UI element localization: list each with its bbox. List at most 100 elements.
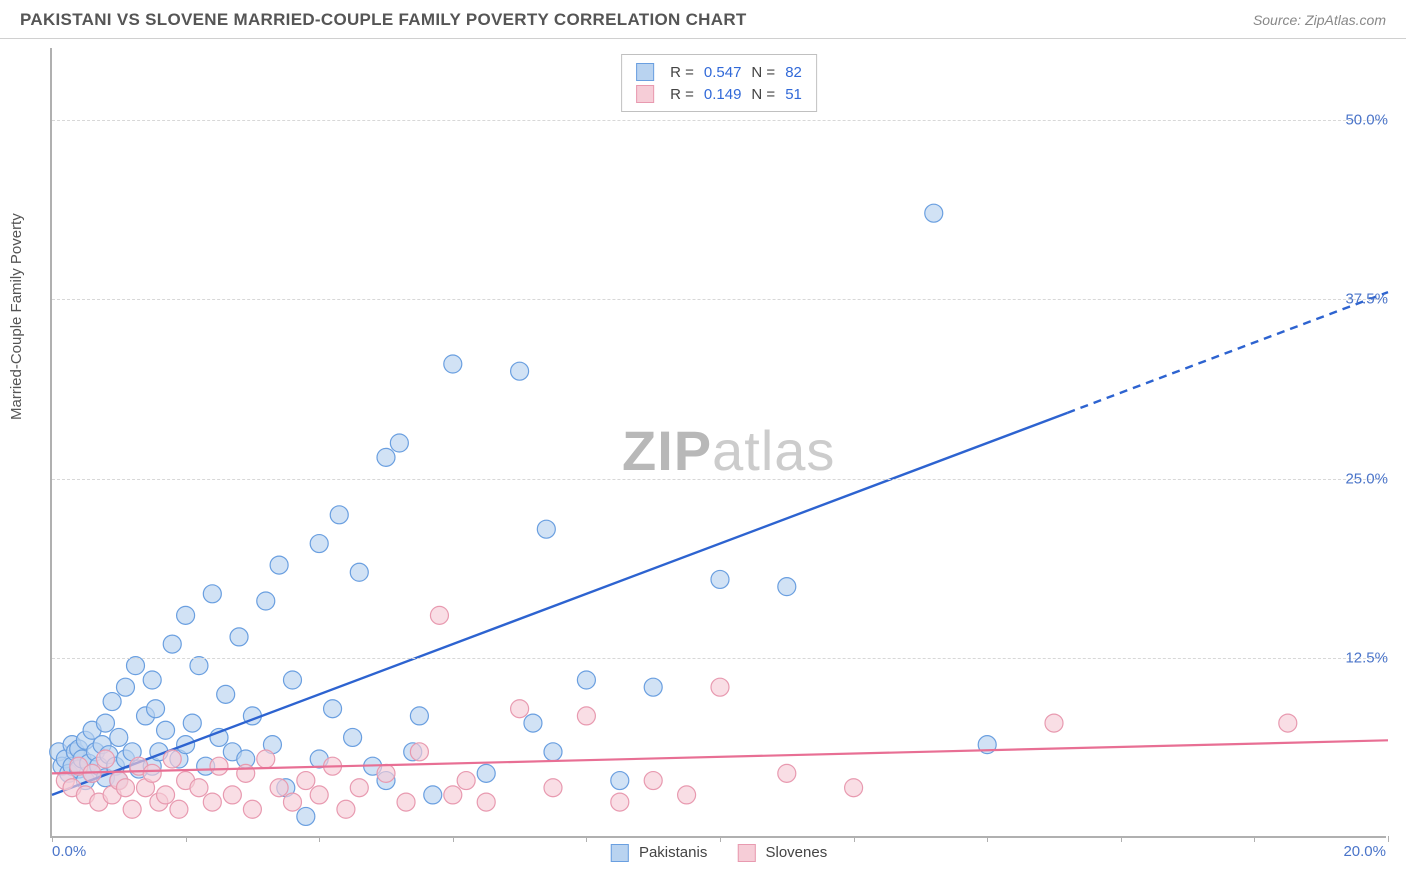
data-point [577, 707, 595, 725]
chart-source: Source: ZipAtlas.com [1253, 12, 1386, 28]
data-point [644, 772, 662, 790]
data-point [324, 700, 342, 718]
y-axis-label: Married-Couple Family Poverty [8, 213, 25, 420]
stats-r-label: R = [670, 86, 694, 103]
x-tick [720, 836, 721, 842]
chart-title: PAKISTANI VS SLOVENE MARRIED-COUPLE FAMI… [20, 10, 747, 30]
data-point [103, 693, 121, 711]
data-point [524, 714, 542, 732]
scatter-svg [52, 48, 1388, 838]
x-tick [319, 836, 320, 842]
stats-n-value: 51 [785, 86, 802, 103]
x-tick [186, 836, 187, 842]
legend-swatch-slovenes [737, 844, 755, 862]
stats-r-value: 0.547 [704, 64, 742, 81]
data-point [644, 678, 662, 696]
data-point [511, 700, 529, 718]
data-point [143, 671, 161, 689]
data-point [147, 700, 165, 718]
data-point [611, 772, 629, 790]
x-tick [1254, 836, 1255, 842]
data-point [243, 800, 261, 818]
x-tick-label-max: 20.0% [1343, 843, 1386, 860]
stats-n-label: N = [751, 64, 775, 81]
data-point [337, 800, 355, 818]
data-point [377, 448, 395, 466]
data-point [711, 678, 729, 696]
data-point [203, 585, 221, 603]
data-point [223, 786, 241, 804]
data-point [1045, 714, 1063, 732]
y-tick-label: 25.0% [1345, 470, 1388, 487]
data-point [116, 779, 134, 797]
stats-swatch-2 [636, 85, 654, 103]
x-tick [987, 836, 988, 842]
stats-swatch-1 [636, 63, 654, 81]
data-point [230, 628, 248, 646]
plot-region: ZIPatlas R = 0.547 N = 82 R = 0.149 N = … [50, 48, 1386, 838]
data-point [110, 728, 128, 746]
data-point [157, 786, 175, 804]
data-point [577, 671, 595, 689]
x-tick [854, 836, 855, 842]
legend-label: Pakistanis [639, 844, 707, 861]
data-point [424, 786, 442, 804]
trend-line [52, 413, 1067, 795]
x-tick [1121, 836, 1122, 842]
data-point [410, 707, 428, 725]
x-tick-label-min: 0.0% [52, 843, 86, 860]
data-point [210, 757, 228, 775]
legend-label: Slovenes [766, 844, 828, 861]
data-point [203, 793, 221, 811]
gridline [52, 658, 1386, 659]
data-point [310, 786, 328, 804]
data-point [544, 779, 562, 797]
stats-box: R = 0.547 N = 82 R = 0.149 N = 51 [621, 54, 817, 112]
data-point [96, 750, 114, 768]
data-point [344, 728, 362, 746]
data-point [143, 764, 161, 782]
legend-item: Pakistanis [611, 844, 708, 862]
stats-n-value: 82 [785, 64, 802, 81]
data-point [96, 714, 114, 732]
data-point [457, 772, 475, 790]
data-point [270, 556, 288, 574]
legend-item: Slovenes [737, 844, 827, 862]
data-point [377, 764, 395, 782]
data-point [257, 592, 275, 610]
data-point [544, 743, 562, 761]
data-point [678, 786, 696, 804]
data-point [477, 764, 495, 782]
data-point [350, 779, 368, 797]
x-tick [52, 836, 53, 842]
data-point [444, 786, 462, 804]
data-point [157, 721, 175, 739]
data-point [925, 204, 943, 222]
stats-row: R = 0.149 N = 51 [636, 83, 802, 105]
gridline [52, 299, 1386, 300]
trend-line-dashed [1067, 292, 1388, 413]
data-point [177, 606, 195, 624]
data-point [330, 506, 348, 524]
data-point [778, 764, 796, 782]
data-point [845, 779, 863, 797]
data-point [283, 793, 301, 811]
chart-area: ZIPatlas R = 0.547 N = 82 R = 0.149 N = … [50, 48, 1386, 838]
stats-r-value: 0.149 [704, 86, 742, 103]
data-point [297, 772, 315, 790]
x-tick [453, 836, 454, 842]
data-point [477, 793, 495, 811]
data-point [257, 750, 275, 768]
y-tick-label: 12.5% [1345, 650, 1388, 667]
data-point [270, 779, 288, 797]
x-tick [1388, 836, 1389, 842]
data-point [444, 355, 462, 373]
data-point [183, 714, 201, 732]
stats-row: R = 0.547 N = 82 [636, 61, 802, 83]
data-point [711, 570, 729, 588]
y-tick-label: 37.5% [1345, 291, 1388, 308]
data-point [350, 563, 368, 581]
stats-n-label: N = [751, 86, 775, 103]
gridline [52, 120, 1386, 121]
data-point [390, 434, 408, 452]
